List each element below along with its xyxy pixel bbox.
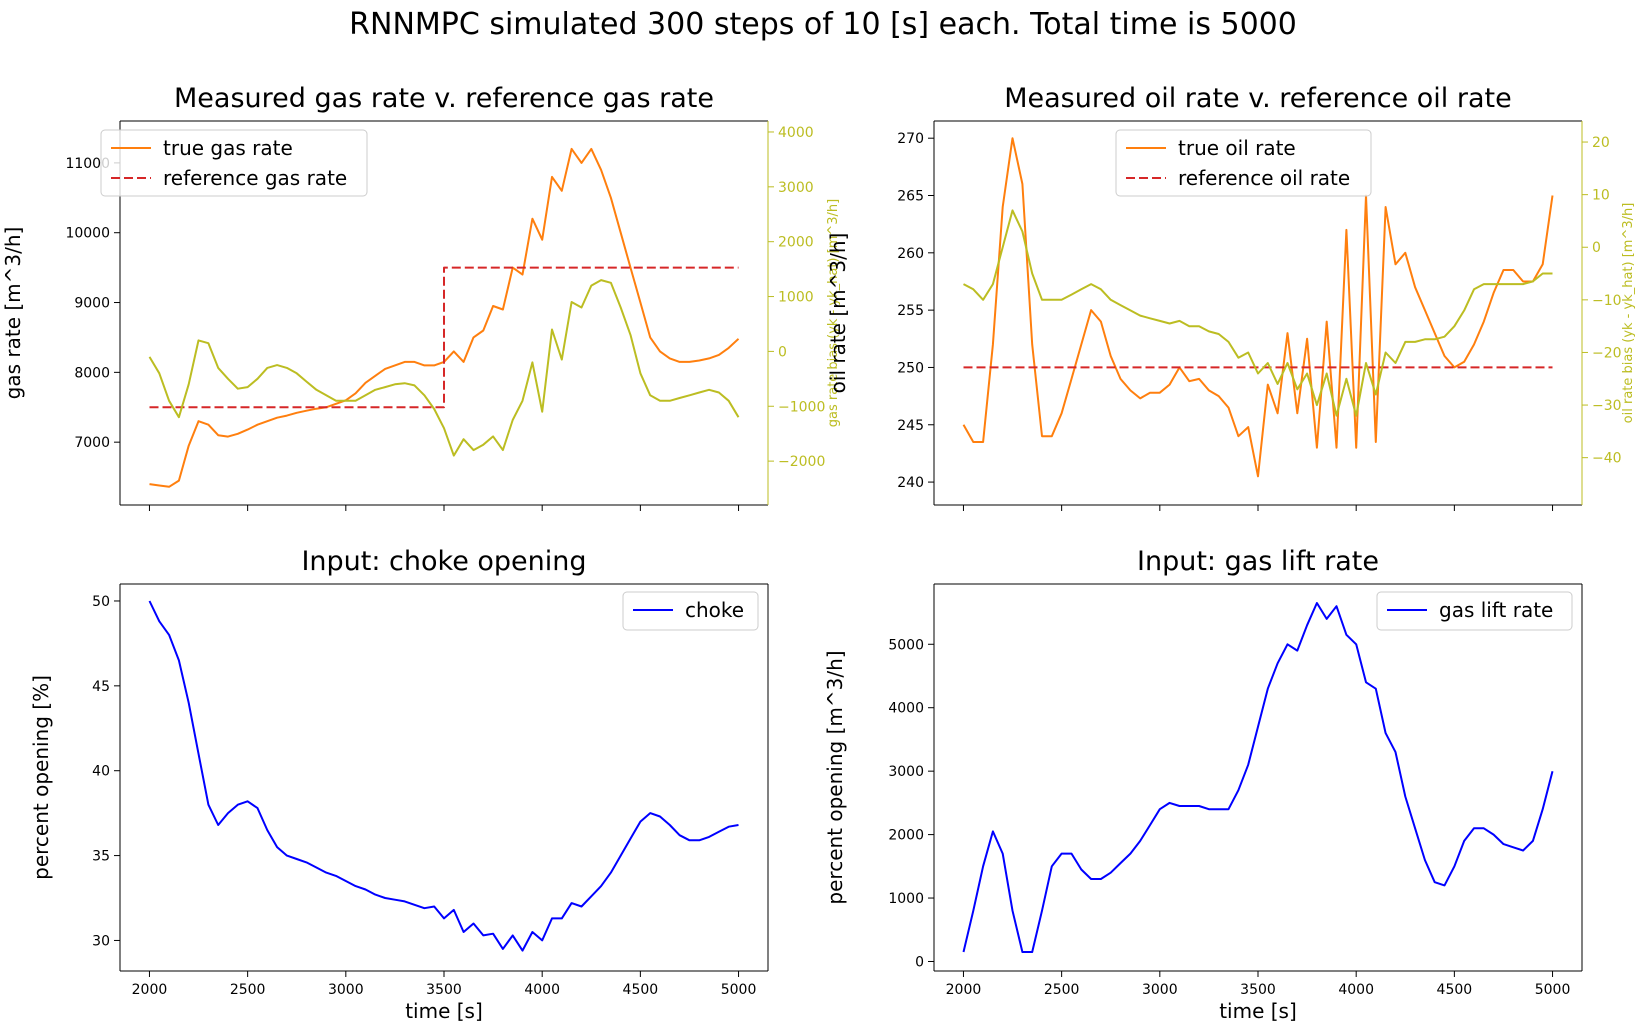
y2-tick-label: 0 [778, 344, 787, 360]
y-tick-label: 2000 [888, 828, 924, 844]
y-axis-label: percent opening [m^3/h] [823, 650, 847, 904]
legend-label-true-gas-rate: true gas rate [163, 136, 293, 160]
y-tick-label: 3000 [888, 764, 924, 780]
series-line-true-oil-rate [962, 137, 1554, 478]
y-tick-label: 240 [897, 475, 924, 491]
y2-tick-label: −20 [1592, 345, 1622, 361]
legend-frame [622, 591, 759, 631]
y2-tick-label: 0 [1592, 240, 1601, 256]
y-tick-label: 50 [92, 594, 110, 610]
chart-title: Measured oil rate v. reference oil rate [1004, 83, 1512, 114]
legend-frame [100, 129, 368, 197]
y-tick-label: 0 [915, 954, 924, 970]
y2-axis-label: oil rate bias (yk - yk_hat) [m^3/h] [1621, 203, 1636, 424]
panel-gas-lift-rate: Input: gas lift rate 2000 2500 3000 3500 4000… [823, 546, 1583, 1023]
panel-choke-opening: Input: choke opening 2000 2500 3000 3500 4000… [29, 546, 769, 1023]
x-tick-label: 5000 [1535, 982, 1571, 998]
legend: true gas rate reference gas rate [100, 129, 368, 197]
y-tick-label: 7000 [74, 435, 110, 451]
y-tick-label: 1000 [888, 891, 924, 907]
y-tick-label: 8000 [74, 365, 110, 381]
legend: choke [622, 591, 759, 631]
legend-frame [1376, 591, 1573, 631]
x-tick-label: 3000 [1142, 982, 1178, 998]
panel-gas-rate: Measured gas rate v. reference gas rate 7… [1, 83, 841, 511]
x-tick-label: 3500 [426, 982, 462, 998]
chart-title: Input: choke opening [301, 546, 586, 577]
y-tick-label: 270 [897, 131, 924, 147]
legend-label-gas-lift-rate: gas lift rate [1439, 598, 1553, 622]
legend-label-reference-oil-rate: reference oil rate [1178, 166, 1350, 190]
legend-frame [1115, 129, 1372, 197]
y2-tick-label: −40 [1592, 451, 1622, 467]
x-axis-label: time [s] [1219, 999, 1297, 1023]
x-tick-label: 3500 [1240, 982, 1276, 998]
y2-tick-label: 20 [1592, 135, 1610, 151]
x-tick-label: 2500 [1044, 982, 1080, 998]
x-axis-label: time [s] [405, 999, 483, 1023]
panel-oil-rate: Measured oil rate v. reference oil rate 2… [826, 83, 1636, 511]
y-axis-label: percent opening [%] [29, 675, 53, 880]
x-tick-label: 4500 [1437, 982, 1473, 998]
x-tick-label: 4000 [1338, 982, 1374, 998]
figure-suptitle: RNNMPC simulated 300 steps of 10 [s] eac… [349, 7, 1297, 42]
y2-tick-label: −10 [1592, 293, 1622, 309]
legend-label-true-oil-rate: true oil rate [1178, 136, 1296, 160]
y2-axis-label: gas rate bias (yk - yk_hat) [m^3/h] [826, 199, 841, 427]
chart-title: Measured gas rate v. reference gas rate [174, 83, 714, 114]
legend-label-choke: choke [685, 598, 744, 622]
y-tick-label: 250 [897, 360, 924, 376]
y-tick-label: 10000 [65, 226, 110, 242]
y-tick-label: 245 [897, 418, 924, 434]
y2-tick-label: 1000 [778, 290, 814, 306]
y-tick-label: 45 [92, 679, 110, 695]
y2-tick-label: 10 [1592, 188, 1610, 204]
y-tick-label: 9000 [74, 296, 110, 312]
series-line-gas-lift-rate [962, 602, 1554, 953]
legend-label-reference-gas-rate: reference gas rate [163, 166, 347, 190]
series-line-bias [963, 209, 1553, 417]
y2-tick-label: −30 [1592, 398, 1622, 414]
y-axis-label: gas rate [m^3/h] [1, 227, 25, 400]
y2-tick-label: −2000 [778, 454, 825, 470]
y-tick-label: 265 [897, 189, 924, 205]
y-tick-label: 35 [92, 849, 110, 865]
series-line-choke [148, 600, 739, 952]
legend: gas lift rate [1376, 591, 1573, 631]
x-tick-label: 2500 [230, 982, 266, 998]
y-tick-label: 30 [92, 933, 110, 949]
x-tick-label: 5000 [721, 982, 757, 998]
y-tick-label: 260 [897, 246, 924, 262]
y-tick-label: 40 [92, 764, 110, 780]
y2-tick-label: −1000 [778, 399, 825, 415]
y-axis-label: oil rate [m^3/h] [826, 233, 850, 394]
y-tick-label: 11000 [65, 156, 110, 172]
y-tick-label: 5000 [888, 637, 924, 653]
y-tick-label: 255 [897, 303, 924, 319]
legend: true oil rate reference oil rate [1115, 129, 1372, 197]
series-line-bias [148, 279, 740, 457]
chart-title: Input: gas lift rate [1137, 546, 1379, 577]
series-line-reference-gas-rate [149, 266, 739, 409]
x-tick-label: 4500 [623, 982, 659, 998]
x-tick-label: 4000 [524, 982, 560, 998]
y-tick-label: 4000 [888, 701, 924, 717]
x-tick-label: 2000 [946, 982, 982, 998]
y2-tick-label: 2000 [778, 235, 814, 251]
x-tick-label: 3000 [328, 982, 364, 998]
y2-tick-label: 4000 [778, 125, 814, 141]
x-tick-label: 2000 [132, 982, 168, 998]
y2-tick-label: 3000 [778, 180, 814, 196]
